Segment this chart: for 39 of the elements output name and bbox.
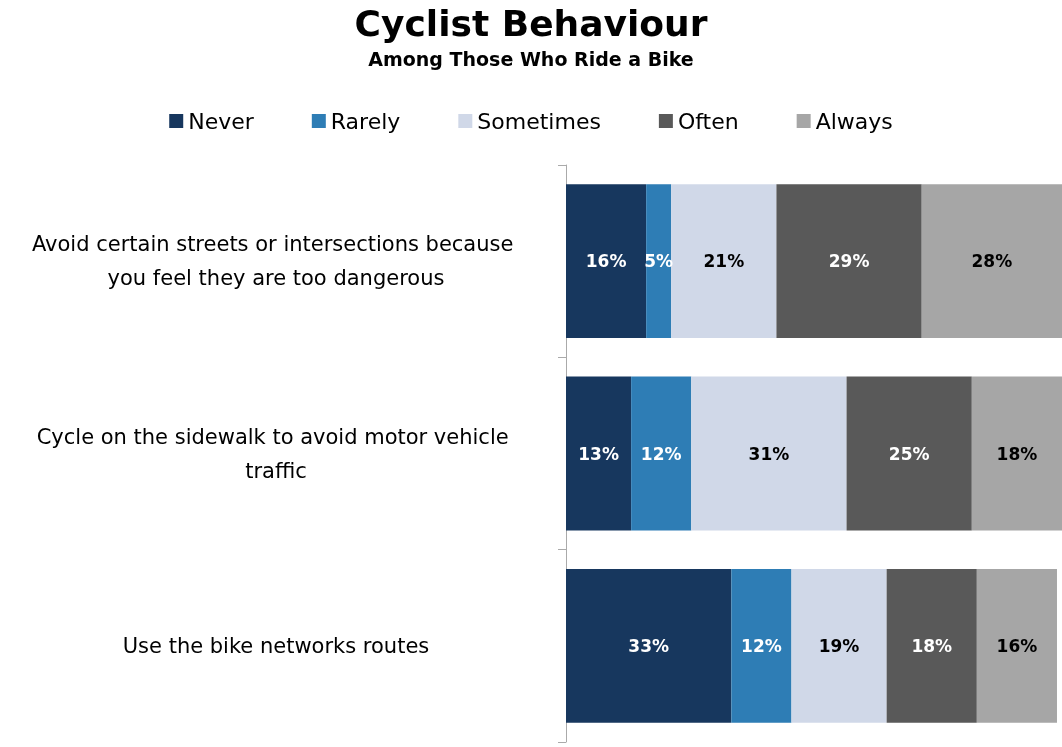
bar xyxy=(691,376,847,531)
bar xyxy=(886,568,977,723)
bar xyxy=(776,184,922,339)
data-label: 12% xyxy=(741,635,782,656)
bar xyxy=(791,568,887,723)
data-label: 28% xyxy=(971,251,1013,272)
bar xyxy=(566,568,732,723)
data-label: 16% xyxy=(585,251,627,272)
data-label: 16% xyxy=(996,635,1038,656)
legend-label: Often xyxy=(677,108,739,134)
data-label: 21% xyxy=(703,251,745,272)
y-tick-label: Avoid certain streets or intersections because you feel they are too dangerous xyxy=(31,232,521,291)
bar xyxy=(846,376,972,531)
data-label: 18% xyxy=(911,635,953,656)
bar xyxy=(976,568,1057,723)
data-label: 18% xyxy=(996,443,1038,464)
legend-label: Always xyxy=(815,108,893,134)
data-label: 12% xyxy=(640,443,682,464)
bar xyxy=(646,184,672,339)
chart-subtitle: Among Those Who Ride a Bike xyxy=(368,47,694,70)
data-label: 33% xyxy=(628,635,670,656)
y-tick-label: Cycle on the sidewalk to avoid motor vehicle traffic xyxy=(36,424,516,483)
data-label: 19% xyxy=(818,635,860,656)
chart-title: Cyclist Behaviour xyxy=(354,2,708,44)
bar xyxy=(921,184,1062,339)
data-label: 29% xyxy=(828,251,870,272)
legend-label: Never xyxy=(188,108,255,134)
bar xyxy=(566,376,632,531)
bar xyxy=(731,568,792,723)
data-label: 31% xyxy=(748,443,790,464)
legend-label: Sometimes xyxy=(477,108,601,134)
bar xyxy=(671,184,777,339)
data-label: 13% xyxy=(578,443,619,464)
bar xyxy=(631,376,692,531)
bar xyxy=(566,184,647,339)
legend-label: Rarely xyxy=(330,108,401,134)
bar xyxy=(971,376,1062,531)
data-label: 25% xyxy=(888,443,930,464)
y-tick-label: Use the bike networks routes xyxy=(122,633,430,658)
